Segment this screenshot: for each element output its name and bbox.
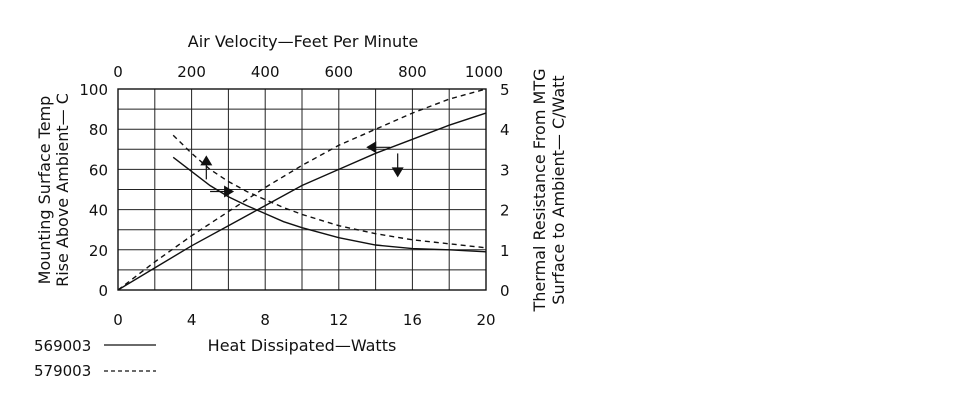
annotation-arrow-up (200, 155, 213, 180)
legend-label-569003: 569003 (34, 337, 91, 355)
left-tick-label: 0 (98, 282, 108, 300)
left-tick-label: 80 (89, 121, 108, 139)
right-tick-label: 4 (500, 121, 510, 139)
bottom-tick-label: 0 (113, 311, 123, 329)
bottom-tick-label: 8 (260, 311, 270, 329)
bottom-axis-title: Heat Dissipated—Watts (208, 336, 397, 355)
top-tick-label: 0 (113, 63, 123, 81)
annotation-arrow-right (210, 185, 235, 198)
right-tick-label: 3 (500, 161, 510, 179)
top-tick-label: 600 (324, 63, 353, 81)
annotation-arrow-head (200, 155, 213, 166)
annotation-arrow-head (391, 167, 404, 178)
annotation-arrow-head (224, 185, 235, 198)
right-axis-title-line2: Surface to Ambient— C/Watt (549, 75, 568, 304)
top-axis-title: Air Velocity—Feet Per Minute (188, 32, 418, 51)
left-tick-label: 60 (89, 161, 108, 179)
series-layer (117, 88, 487, 291)
bottom-tick-label: 20 (476, 311, 495, 329)
legend: 569003 579003 (34, 337, 156, 380)
tick-labels: 0 4 8 12 16 200 200 400 600 800 100002040608010001… (79, 63, 509, 329)
top-tick-label: 400 (251, 63, 280, 81)
series-line-569003-temperature-rise-vs-heat (117, 112, 487, 291)
left-axis-title-line2: Rise Above Ambient— C (53, 93, 72, 287)
left-axis-title-line1: Mounting Surface Temp (35, 96, 54, 285)
right-tick-label: 5 (500, 81, 510, 99)
right-tick-label: 1 (500, 242, 510, 260)
top-tick-label: 1000 (465, 63, 503, 81)
annotation-arrow-down (391, 153, 404, 178)
bottom-tick-label: 4 (187, 311, 197, 329)
bottom-tick-label: 12 (329, 311, 348, 329)
left-tick-label: 100 (79, 81, 108, 99)
left-tick-label: 20 (89, 242, 108, 260)
series-line-579003-temperature-rise-vs-heat (117, 88, 487, 291)
legend-label-579003: 579003 (34, 362, 91, 380)
top-tick-label: 800 (398, 63, 427, 81)
grid (118, 89, 486, 290)
right-tick-label: 0 (500, 282, 510, 300)
left-tick-label: 40 (89, 202, 108, 220)
right-tick-label: 2 (500, 202, 510, 220)
annotation-layer (200, 141, 404, 198)
annotation-arrow-head (366, 141, 377, 154)
series-line-569003-thermal-resistance-vs-air-velocity (172, 156, 487, 253)
right-axis-title-line1: Thermal Resistance From MTG (530, 69, 549, 313)
bottom-tick-label: 16 (403, 311, 422, 329)
top-tick-label: 200 (177, 63, 206, 81)
annotation-arrow-left (366, 141, 391, 154)
plot-frame (117, 88, 487, 291)
